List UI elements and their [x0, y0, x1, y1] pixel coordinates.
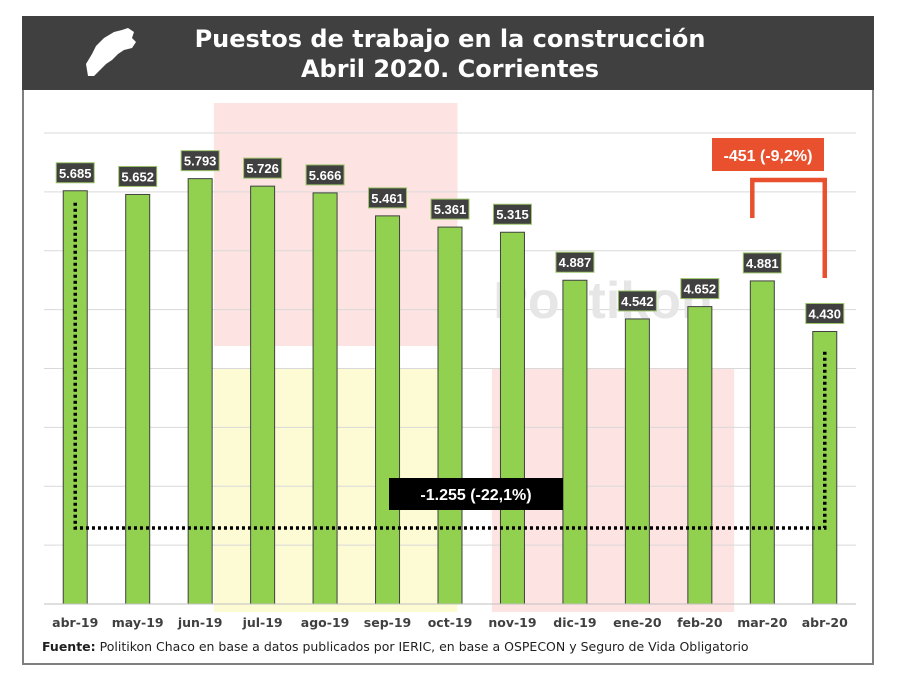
- data-label-box: [243, 157, 283, 179]
- data-label: 5.685: [59, 166, 92, 181]
- x-tick-label: ene-20: [613, 615, 662, 630]
- annual-change-label: -1.255 (-22,1%): [420, 487, 531, 504]
- x-tick-label: ago-19: [301, 615, 350, 630]
- bar-ago-19: [312, 192, 338, 605]
- data-label-box: [430, 198, 470, 220]
- data-label: 5.315: [496, 207, 529, 222]
- bar-oct-19: [437, 226, 463, 605]
- data-label: 5.666: [309, 168, 342, 183]
- monthly-change-bracket: [750, 177, 828, 278]
- x-tick-label: dic-19: [553, 615, 596, 630]
- bar-feb-20: [687, 306, 713, 605]
- data-label: 4.542: [621, 294, 654, 309]
- province-map-icon: [86, 28, 136, 76]
- monthly-change-box: [712, 138, 824, 171]
- x-tick-label: sep-19: [364, 615, 411, 630]
- x-tick-label: nov-19: [488, 615, 536, 630]
- watermark: Politikon: [493, 272, 713, 330]
- data-label-box: [368, 187, 408, 209]
- data-label: 5.793: [184, 154, 217, 169]
- data-label: 5.461: [371, 191, 404, 206]
- data-label-box: [680, 278, 720, 300]
- bar-nov-19: [499, 231, 525, 605]
- chart-title: Puestos de trabajo en la construcción Ab…: [120, 24, 780, 84]
- bar-sep-19: [375, 215, 401, 605]
- x-tick-label: abr-20: [802, 615, 848, 630]
- x-tick-label: mar-20: [737, 615, 788, 630]
- data-label: 5.361: [434, 202, 467, 217]
- x-tick-label: abr-19: [52, 615, 98, 630]
- annual-change-box: [389, 478, 563, 510]
- title-line-1: Puestos de trabajo en la construcción: [194, 25, 706, 53]
- data-label-box: [55, 162, 95, 184]
- annual-change-bracket: [73, 202, 827, 530]
- x-tick-label: oct-19: [428, 615, 473, 630]
- source-label: Fuente:: [42, 639, 96, 654]
- x-tick-label: jul-19: [242, 615, 283, 630]
- data-label-box: [742, 252, 782, 274]
- x-tick-label: feb-20: [677, 615, 723, 630]
- bar-dic-19: [562, 279, 588, 605]
- x-tick-label: may-19: [112, 615, 164, 630]
- data-label-box: [305, 164, 345, 186]
- data-label-box: [805, 302, 845, 324]
- data-label-box: [492, 203, 532, 225]
- data-label-box: [555, 251, 595, 273]
- bar-jul-19: [250, 185, 276, 605]
- data-label: 5.652: [121, 169, 154, 184]
- source-text: Politikon Chaco en base a datos publicad…: [95, 639, 749, 654]
- data-label: 4.652: [684, 282, 717, 297]
- bar-jun-19: [187, 178, 213, 605]
- bar-may-19: [125, 193, 151, 605]
- data-label: 4.881: [746, 256, 779, 271]
- bar-mar-20: [749, 280, 775, 605]
- data-label-box: [617, 290, 657, 312]
- data-label: 4.430: [808, 306, 841, 321]
- bar-ene-20: [624, 318, 650, 605]
- monthly-change-label: -451 (-9,2%): [724, 148, 813, 165]
- title-line-2: Abril 2020. Corrientes: [300, 55, 600, 83]
- data-label-box: [118, 165, 158, 187]
- chart-header: [22, 16, 874, 90]
- data-label: 4.887: [559, 255, 592, 270]
- x-tick-label: jun-19: [177, 615, 223, 630]
- source-note: Fuente: Politikon Chaco en base a datos …: [42, 639, 749, 654]
- data-label: 5.726: [246, 161, 279, 176]
- data-label-box: [180, 150, 220, 172]
